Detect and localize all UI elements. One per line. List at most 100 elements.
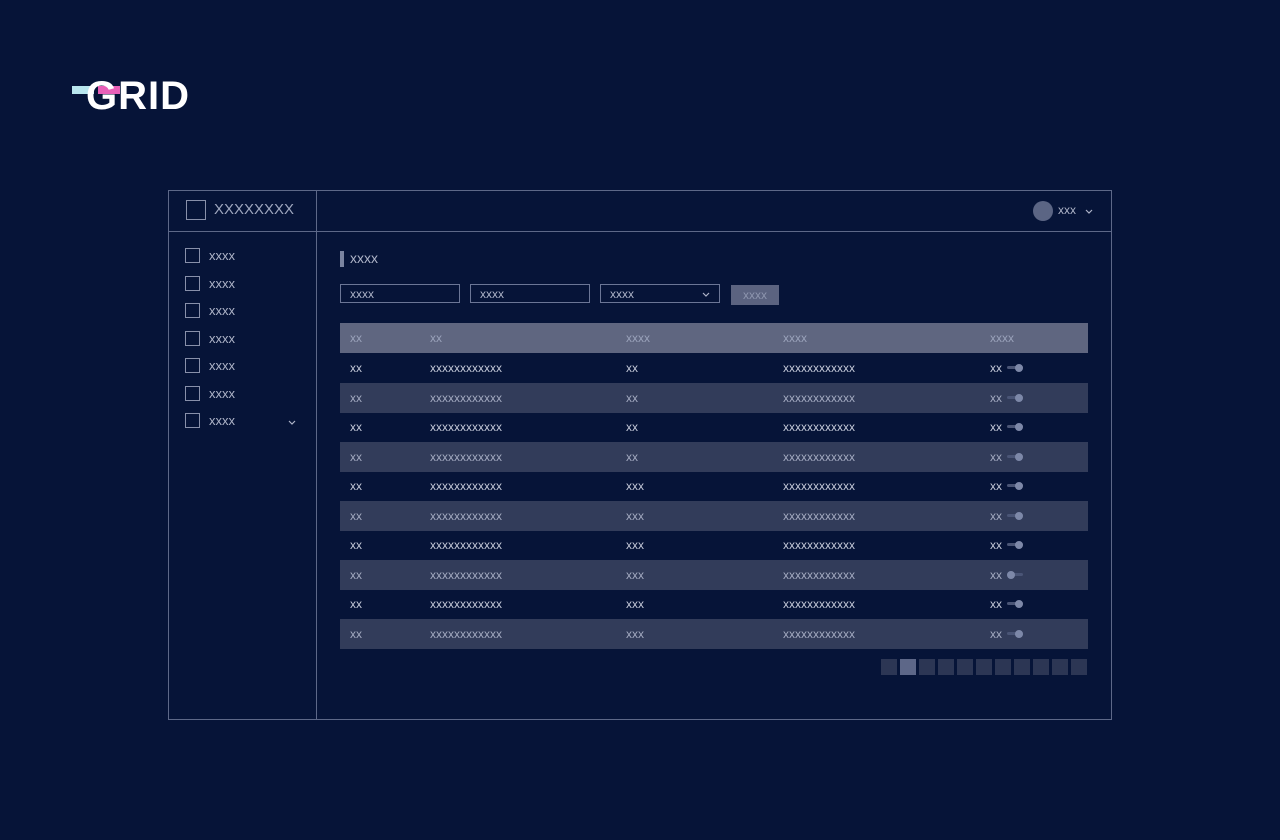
table-cell: xx xyxy=(350,567,362,582)
header-cell: xxxx xyxy=(990,331,1014,345)
table-row: xx xxxxxxxxxxxx xx xxxxxxxxxxxx xx xyxy=(340,441,1088,472)
logo-bar xyxy=(72,86,94,94)
toggle[interactable] xyxy=(1007,423,1023,431)
toggle-knob xyxy=(1015,629,1023,638)
table-cell: xx xyxy=(626,390,638,405)
nav-item[interactable]: xxxx xyxy=(185,385,310,403)
app-window: XXXXXXXX xxx xxxx xxxx xxxx xxxx xxxx xxxx xxx… xyxy=(168,190,1112,720)
pagination xyxy=(881,659,1091,676)
table-row: xx xxxxxxxxxxxx xx xxxxxxxxxxxx xx xyxy=(340,412,1088,442)
table-cell: xxxxxxxxxxxx xyxy=(430,508,502,523)
checkbox xyxy=(185,413,200,428)
toggle[interactable] xyxy=(1007,364,1023,372)
toggle-knob xyxy=(1015,482,1023,490)
nav-label: xxxx xyxy=(209,303,235,318)
toggle[interactable] xyxy=(1007,600,1023,608)
nav-item[interactable]: xxxx xyxy=(185,275,310,293)
table-cell: xxx xyxy=(626,626,644,641)
toggle[interactable] xyxy=(1007,452,1023,461)
nav-item[interactable]: xxxx xyxy=(185,357,310,375)
title-accent xyxy=(340,251,344,267)
table-cell: xxxxxxxxxxxx xyxy=(783,597,855,611)
table-cell: xx xyxy=(990,479,1002,493)
table-cell: xx xyxy=(990,538,1002,552)
table-cell: xx xyxy=(350,479,362,493)
select[interactable]: xxxx xyxy=(600,284,720,303)
search-button[interactable]: xxxx xyxy=(731,285,779,305)
table-row: xx xxxxxxxxxxxx xxx xxxxxxxxxxxx xx xyxy=(340,471,1088,501)
table-cell: xx xyxy=(350,508,362,523)
table-cell: xxxxxxxxxxxx xyxy=(783,538,855,552)
table-row: xx xxxxxxxxxxxx xxx xxxxxxxxxxxx xx xyxy=(340,618,1088,649)
table-cell: xx xyxy=(990,567,1002,582)
nav-label: xxxx xyxy=(209,330,235,346)
checkbox xyxy=(185,303,200,318)
nav-item[interactable]: xxxx xyxy=(185,330,310,348)
page-button[interactable] xyxy=(919,659,935,675)
header-cell: xx xyxy=(350,331,362,345)
table-cell: xx xyxy=(990,361,1002,375)
toggle-track xyxy=(1007,572,1023,576)
page-button[interactable] xyxy=(938,659,954,675)
table-cell: xxx xyxy=(626,479,644,493)
toggle[interactable] xyxy=(1007,629,1023,638)
page-button[interactable] xyxy=(1033,659,1049,675)
select-value: xxxx xyxy=(610,287,634,301)
table-cell: xx xyxy=(990,508,1002,523)
table-cell: xx xyxy=(350,538,362,552)
nav-label: xxxx xyxy=(209,385,235,401)
toggle-knob xyxy=(1015,393,1023,402)
table-cell: xxx xyxy=(626,508,644,523)
checkbox xyxy=(185,275,200,291)
table-cell: xxxxxxxxxxxx xyxy=(783,390,855,405)
table-cell: xxxxxxxxxxxx xyxy=(430,538,502,552)
checkbox xyxy=(185,248,200,263)
user-menu[interactable]: xxx xyxy=(1031,200,1101,222)
text-input[interactable]: xxxx xyxy=(340,284,460,303)
table-cell: xx xyxy=(626,449,638,464)
toggle-knob xyxy=(1015,511,1023,520)
toggle[interactable] xyxy=(1007,393,1023,402)
page-button[interactable] xyxy=(1052,659,1068,675)
table-cell: xx xyxy=(990,420,1002,434)
avatar xyxy=(1033,201,1053,221)
section-title: xxxx xyxy=(350,250,378,266)
table-cell: xxxxxxxxxxxx xyxy=(783,567,855,582)
page-button[interactable] xyxy=(1014,659,1030,675)
text-input[interactable]: xxxx xyxy=(470,284,590,303)
table-cell: xxxxxxxxxxxx xyxy=(783,479,855,493)
logo: GRID xyxy=(72,74,202,118)
page-button[interactable] xyxy=(957,659,973,675)
table-cell: xxxxxxxxxxxx xyxy=(783,449,855,464)
table-cell: xx xyxy=(990,449,1002,464)
page-button[interactable] xyxy=(976,659,992,675)
table-row: xx xxxxxxxxxxxx xxx xxxxxxxxxxxx xx xyxy=(340,500,1088,531)
page-button[interactable] xyxy=(995,659,1011,675)
toggle[interactable] xyxy=(1007,511,1023,520)
user-name: xxx xyxy=(1058,203,1076,217)
toggle[interactable] xyxy=(1007,570,1023,579)
page-button[interactable] xyxy=(881,659,897,675)
table-cell: xxx xyxy=(626,538,644,552)
table-row: xx xxxxxxxxxxxx xxx xxxxxxxxxxxx xx xyxy=(340,559,1088,590)
page-button[interactable] xyxy=(1071,659,1087,675)
table-cell: xx xyxy=(350,449,362,464)
header-cell: xxxx xyxy=(626,331,650,345)
table-row: xx xxxxxxxxxxxx xxx xxxxxxxxxxxx xx xyxy=(340,589,1088,619)
nav-item[interactable]: xxxx xyxy=(185,412,310,430)
table-cell: xxxxxxxxxxxx xyxy=(430,567,502,582)
toggle[interactable] xyxy=(1007,541,1023,549)
nav-item[interactable]: xxxx xyxy=(185,247,310,265)
table-cell: xx xyxy=(990,597,1002,611)
toggle[interactable] xyxy=(1007,482,1023,490)
header-cell: xxxx xyxy=(783,331,807,345)
header-cell: xx xyxy=(430,331,442,345)
chevron xyxy=(1085,209,1093,214)
page-button[interactable] xyxy=(900,659,916,675)
nav-item[interactable]: xxxx xyxy=(185,302,310,320)
checkbox xyxy=(185,385,200,401)
table-cell: xxxxxxxxxxxx xyxy=(430,626,502,641)
table-cell: xxx xyxy=(626,597,644,611)
table-cell: xxxxxxxxxxxx xyxy=(430,390,502,405)
